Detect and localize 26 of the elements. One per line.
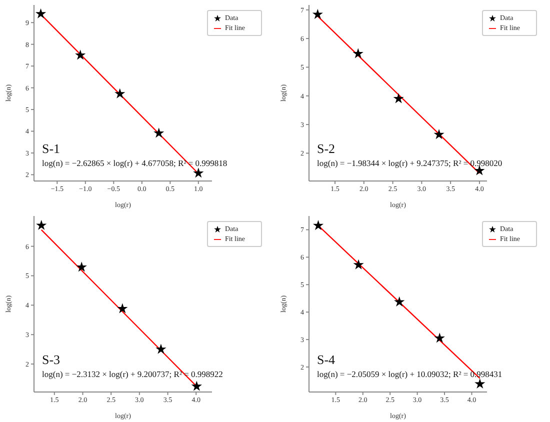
annotation: log(n) = −1.98344 × log(r) + 9.247375; R² = 0.998020 — [317, 157, 502, 169]
annotation: S-2 — [317, 141, 336, 157]
point — [312, 8, 323, 19]
point — [434, 128, 444, 140]
point — [114, 88, 126, 98]
annotation: log(n) = −2.3132 × log(r) + 9.200737; R² = 0.998922 — [42, 368, 223, 380]
point — [312, 220, 324, 230]
point — [154, 128, 164, 138]
point — [75, 50, 86, 60]
point — [393, 93, 404, 104]
annotation: S-4 — [317, 352, 336, 368]
point — [76, 262, 87, 272]
point — [193, 168, 204, 178]
annotation: log(n) = −2.62865 × log(r) + 4.677058; R² = 0.999818 — [42, 157, 228, 169]
point — [117, 303, 128, 314]
point — [474, 378, 486, 389]
point — [156, 344, 166, 354]
point — [353, 259, 364, 270]
point — [36, 220, 47, 230]
annotation: S-1 — [42, 141, 62, 157]
point — [434, 332, 445, 343]
point — [394, 296, 405, 306]
point — [352, 48, 364, 58]
annotation: S-3 — [42, 352, 62, 368]
point — [191, 380, 202, 391]
point — [35, 8, 46, 18]
